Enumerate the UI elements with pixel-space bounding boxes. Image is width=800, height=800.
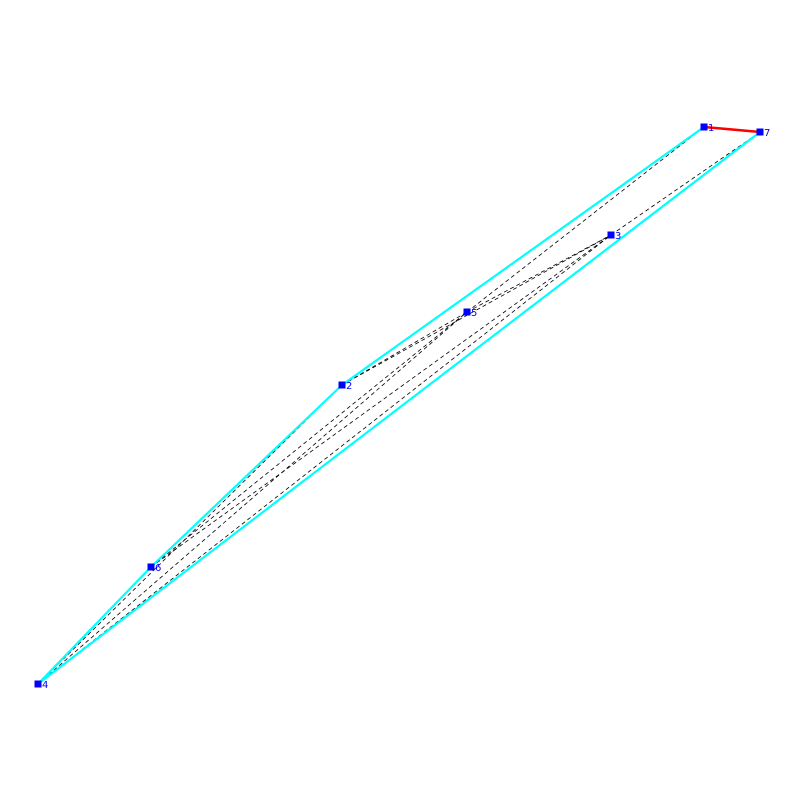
- vertex-4: 4: [34, 680, 48, 691]
- vertex-label: 1: [708, 123, 714, 134]
- diagonal-edge-v6-v3: [150, 234, 612, 568]
- vertex-marker: [756, 128, 764, 136]
- vertex-label: 6: [155, 563, 161, 574]
- vertex-3: 3: [607, 231, 621, 242]
- diagonal-edge-v4-v5: [37, 311, 468, 685]
- vertex-1: 1: [700, 123, 714, 134]
- hull-edge-v1-v2: [341, 126, 705, 386]
- hull-edge-v4-v7: [37, 131, 761, 685]
- diagonal-edge-v6-v5: [150, 311, 468, 568]
- vertex-marker: [34, 680, 42, 688]
- diagonal-edge-v4-v2: [37, 384, 343, 685]
- vertex-marker: [463, 308, 471, 316]
- vertex-marker: [607, 231, 615, 239]
- vertex-marker: [338, 381, 346, 389]
- diagonal-edges: [37, 126, 761, 685]
- highlighted-edges: [703, 125, 761, 134]
- diagonal-edge-v5-v1: [466, 126, 705, 313]
- vertex-5: 5: [463, 308, 477, 319]
- vertex-2: 2: [338, 381, 352, 392]
- vertex-label: 2: [346, 381, 352, 392]
- vertex-6: 6: [147, 563, 161, 574]
- diagonal-edge-v2-v5: [341, 311, 468, 386]
- diagonal-edge-v5-v3: [466, 234, 612, 313]
- vertex-marker: [147, 563, 155, 571]
- highlight-edge-v1-v7: [703, 125, 761, 134]
- vertex-7: 7: [756, 128, 770, 139]
- diagonal-edge-v4-v3: [37, 234, 612, 685]
- vertex-label: 4: [42, 680, 48, 691]
- vertices: 1 2 3 4 5 6 7: [34, 123, 770, 691]
- vertex-label: 3: [615, 231, 621, 242]
- vertex-marker: [700, 123, 708, 131]
- diagonal-edge-v3-v7: [610, 131, 761, 236]
- hull-edge-v2-v6: [150, 384, 343, 568]
- vertex-label: 5: [471, 308, 477, 319]
- hull-edges: [37, 126, 761, 685]
- hull-edge-v6-v4: [37, 566, 152, 685]
- diagonal-edge-v2-v3: [341, 234, 612, 386]
- vertex-label: 7: [764, 128, 770, 139]
